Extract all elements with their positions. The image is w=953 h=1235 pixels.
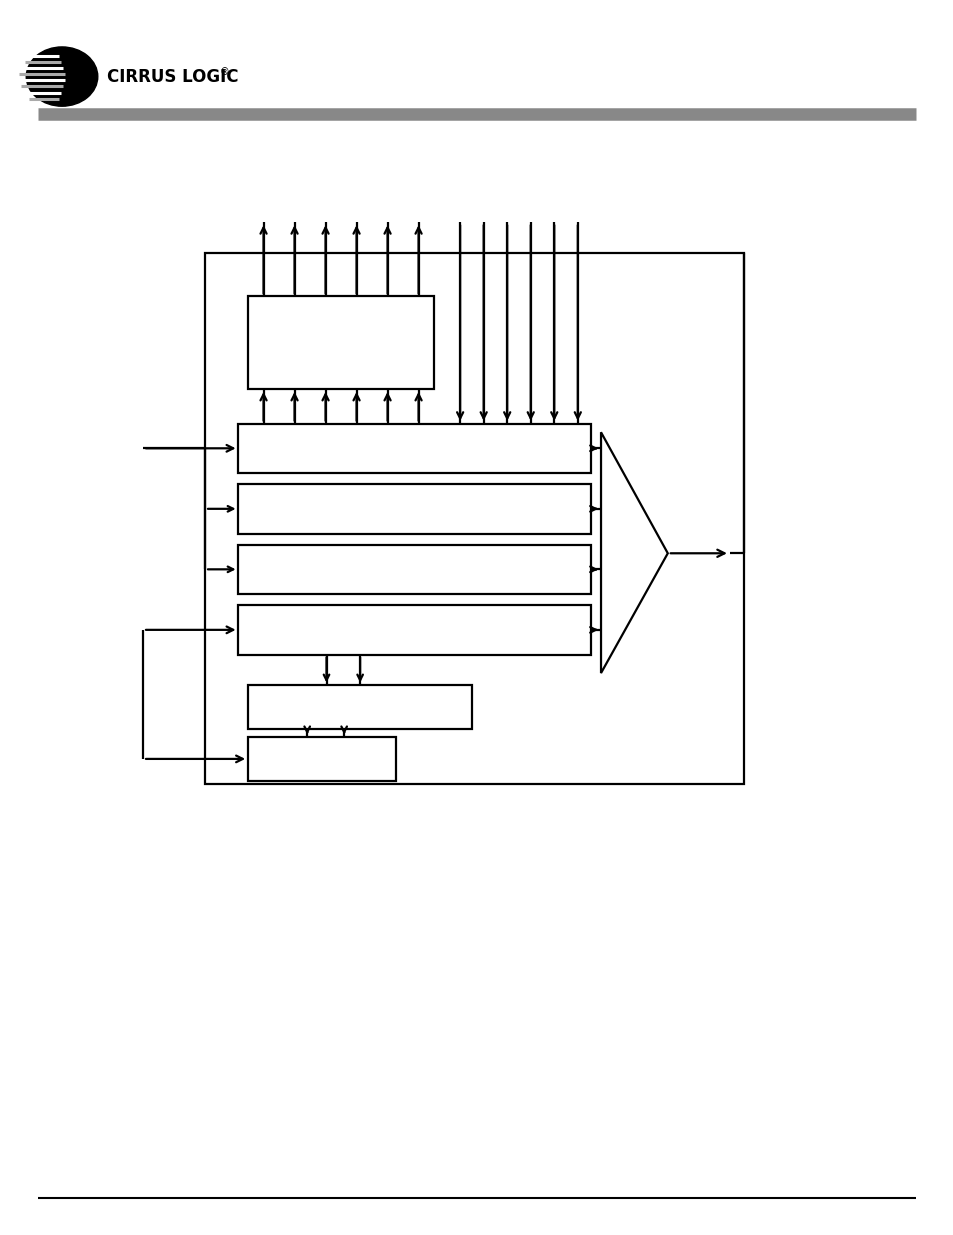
Bar <box>248 296 434 389</box>
Bar <box>238 484 591 534</box>
Ellipse shape <box>27 47 98 106</box>
Text: CIRRUS LOGIC: CIRRUS LOGIC <box>107 68 238 85</box>
Bar <box>248 685 472 729</box>
Bar <box>238 545 591 594</box>
Polygon shape <box>600 432 667 673</box>
Bar <box>238 605 591 655</box>
Bar <box>248 737 395 781</box>
Bar <box>238 424 591 473</box>
Text: ®: ® <box>219 67 229 77</box>
Bar <box>205 253 743 784</box>
